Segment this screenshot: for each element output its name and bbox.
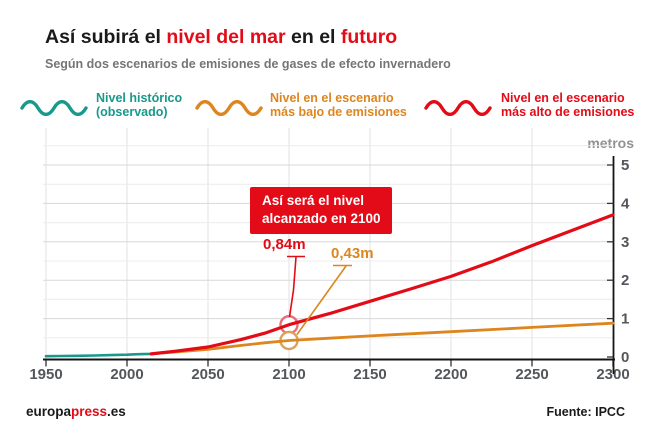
annotation-callout: Así será el nivel alcanzado en 2100 [250,187,392,234]
legend-label-line: más bajo de emisiones [270,105,407,120]
page-title: Así subirá el nivel del mar en el futuro [45,26,397,49]
x-axis: 1950 2000 2050 2100 2150 2200 2250 2300 [29,358,630,383]
brand-segment: .es [107,404,126,419]
x-tick-label: 2300 [596,366,629,383]
subtitle: Según dos escenarios de emisiones de gas… [45,57,451,71]
legend-label: Nivel histórico (observado) [96,91,182,120]
title-segment-highlight: nivel del mar [166,26,286,48]
gridlines [43,128,614,359]
y-tick-label: 0 [621,349,629,366]
annotation-line: alcanzado en 2100 [262,210,381,226]
x-tick-label: 2100 [272,366,305,383]
y-axis: 0 1 2 3 4 5 [607,156,630,374]
x-tick-label: 2050 [191,366,224,383]
y-axis-unit-label: metros [587,135,634,151]
value-label-high-scenario: 0,84m [263,236,306,253]
title-segment-highlight: futuro [340,26,398,48]
source-credit: Fuente: IPCC [546,405,625,419]
legend-label-line: (observado) [96,105,168,120]
x-tick-label: 2200 [434,366,467,383]
legend-label-line: Nivel en el escenario [270,91,394,105]
y-tick-label: 2 [621,272,629,289]
wavy-line-icon [20,99,88,116]
annotation-line: Así será el nivel [262,193,365,208]
wavy-line-icon [195,99,263,116]
legend-item-high-emissions: Nivel en el escenario más alto de emisio… [424,91,634,120]
title-segment: en el [285,26,341,48]
legend-label: Nivel en el escenario más alto de emisio… [501,91,634,120]
brand-segment: europa [26,404,72,419]
legend-label: Nivel en el escenario más bajo de emisio… [270,91,407,120]
brand-segment-highlight: press [71,404,108,419]
x-tick-label: 2000 [110,366,143,383]
wavy-line-icon [424,99,492,116]
legend-item-low-emissions: Nivel en el escenario más bajo de emisio… [195,91,407,120]
value-label-low-scenario: 0,43m [331,245,374,262]
y-tick-label: 4 [621,195,630,212]
markers-2100 [279,315,299,351]
series-line-high-emissions [149,213,615,356]
leader-lines [287,255,352,335]
x-tick-label: 2150 [353,366,386,383]
y-tick-label: 1 [621,311,629,328]
y-tick-label: 5 [621,157,629,174]
legend-label-line: Nivel en el escenario [501,91,625,105]
x-tick-label: 1950 [29,366,62,383]
legend-label-line: más alto de emisiones [501,105,635,120]
legend-label-line: Nivel histórico [96,91,183,105]
legend-item-historical: Nivel histórico (observado) [20,91,182,120]
series-line-historical [44,352,153,358]
title-segment: Así subirá el [45,26,167,48]
brand-logo: europapress.es [26,404,126,419]
x-tick-label: 2250 [515,366,548,383]
y-tick-label: 3 [621,234,629,251]
series-line-low-emissions [149,321,615,356]
